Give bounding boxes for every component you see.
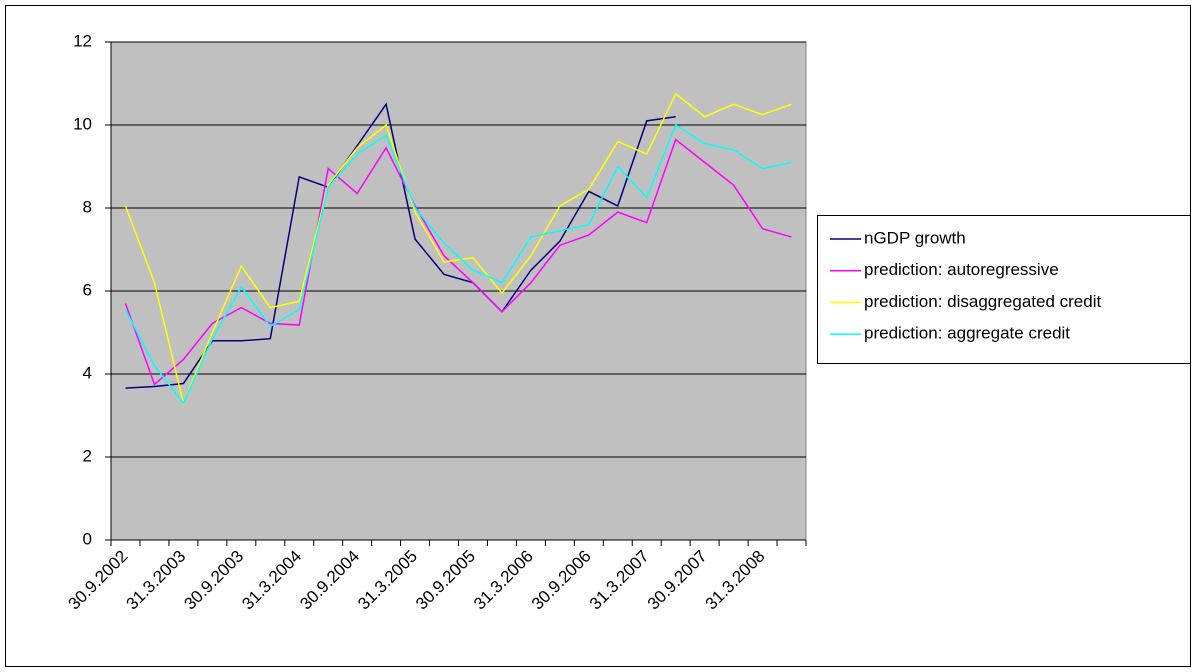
y-tick-label: 0 bbox=[83, 529, 92, 548]
y-tick-label: 2 bbox=[83, 446, 92, 465]
y-tick-label: 10 bbox=[73, 114, 92, 133]
series-line bbox=[124, 138, 792, 386]
y-tick-label: 6 bbox=[83, 280, 92, 299]
legend-label: prediction: aggregate credit bbox=[864, 324, 1070, 343]
legend-label: nGDP growth bbox=[864, 228, 966, 247]
legend-label: prediction: disaggregated credit bbox=[864, 292, 1101, 311]
y-tick-label: 12 bbox=[73, 31, 92, 50]
series-line bbox=[124, 92, 792, 406]
y-tick-label: 8 bbox=[83, 197, 92, 216]
legend bbox=[817, 215, 1191, 364]
series-line bbox=[124, 123, 792, 405]
legend-label: prediction: autoregressive bbox=[864, 260, 1059, 279]
y-tick-label: 4 bbox=[83, 363, 92, 382]
